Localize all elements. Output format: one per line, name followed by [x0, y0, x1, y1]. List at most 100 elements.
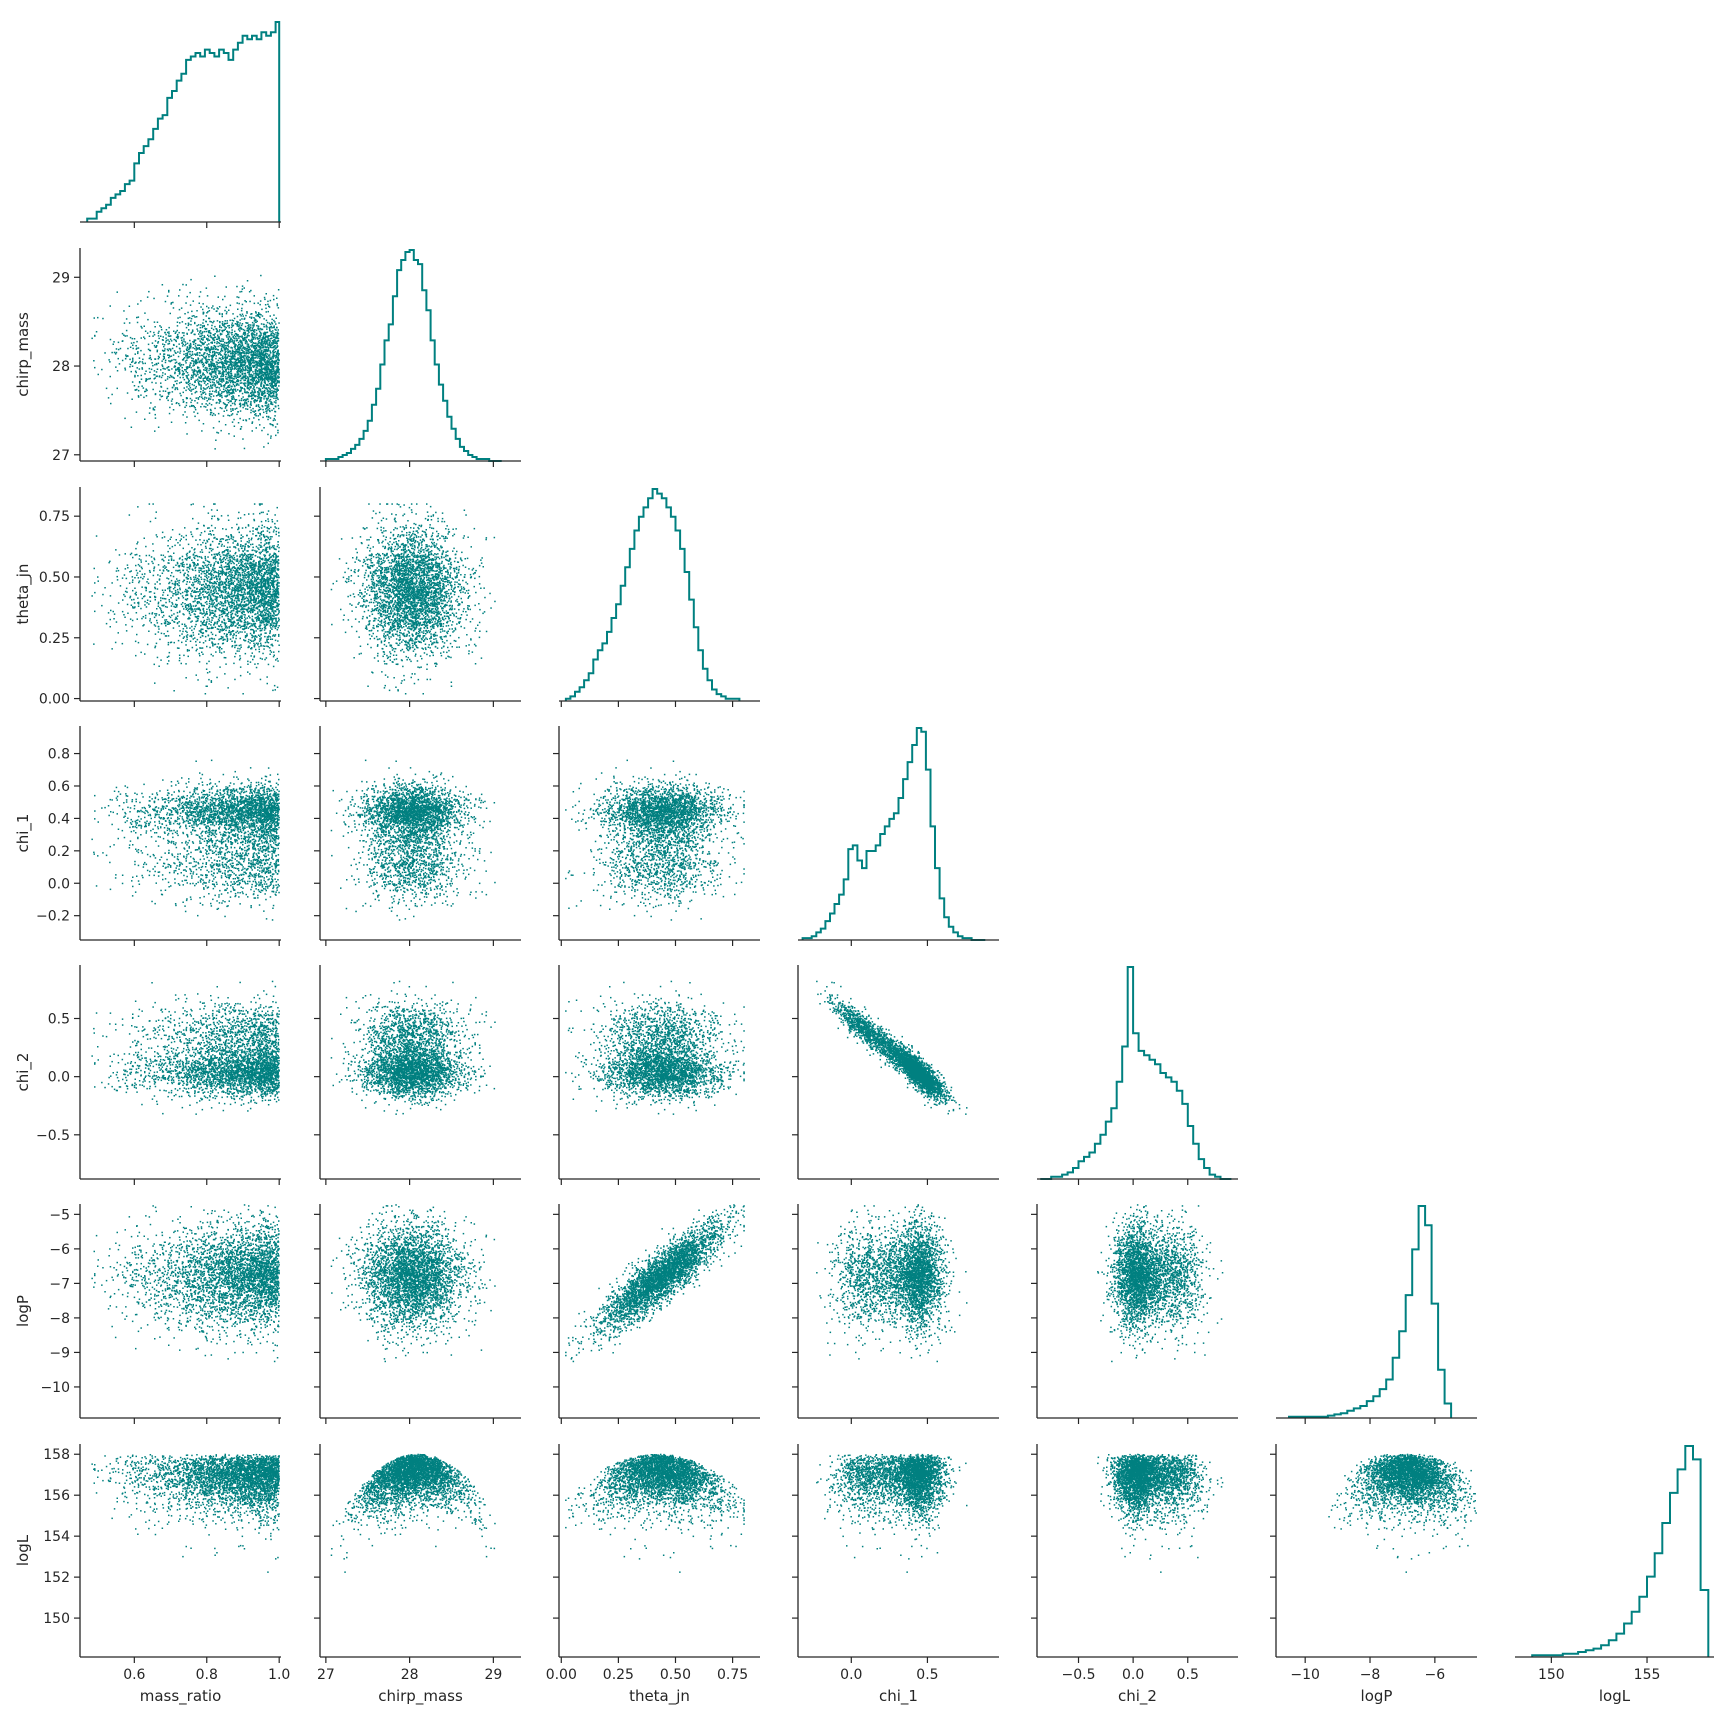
scatter-point — [213, 395, 215, 397]
scatter-point — [207, 372, 209, 374]
scatter-point — [141, 379, 143, 381]
scatter-point — [219, 358, 221, 360]
scatter-point — [244, 392, 246, 394]
scatter-point — [251, 404, 253, 406]
scatter-point — [154, 378, 156, 380]
scatter-point — [260, 333, 262, 335]
scatter-point — [264, 391, 266, 393]
scatter-point — [168, 291, 170, 293]
scatter-point — [190, 398, 192, 400]
scatter-point — [192, 347, 194, 349]
scatter-point — [212, 379, 214, 381]
scatter-point — [179, 289, 181, 291]
scatter-point — [276, 356, 278, 358]
scatter-point — [223, 365, 225, 367]
scatter-point — [198, 333, 200, 335]
scatter-point — [200, 333, 202, 335]
scatter-point — [226, 313, 228, 315]
scatter-point — [206, 370, 208, 372]
scatter-point — [205, 384, 207, 386]
scatter-point — [226, 307, 228, 309]
scatter-point — [265, 405, 267, 407]
scatter-point — [214, 354, 216, 356]
scatter-point — [183, 354, 185, 356]
scatter-point — [243, 346, 245, 348]
scatter-point — [196, 386, 198, 388]
scatter-point — [188, 382, 190, 384]
scatter-point — [235, 401, 237, 403]
scatter-point — [242, 374, 244, 376]
scatter-point — [199, 396, 201, 398]
scatter-point — [190, 367, 192, 369]
scatter-point — [239, 400, 241, 402]
scatter-point — [250, 412, 252, 414]
scatter-point — [192, 341, 194, 343]
scatter-point — [219, 387, 221, 389]
scatter-point — [203, 373, 205, 375]
scatter-point — [270, 379, 272, 381]
scatter-point — [262, 315, 264, 317]
scatter-point — [197, 354, 199, 356]
scatter-point — [259, 351, 261, 353]
scatter-point — [274, 415, 276, 417]
scatter-point — [141, 385, 143, 387]
scatter-point — [211, 404, 213, 406]
scatter-point — [172, 302, 174, 304]
scatter-point — [269, 335, 271, 337]
scatter-point — [245, 382, 247, 384]
scatter-point — [142, 368, 144, 370]
scatter-point — [219, 402, 221, 404]
scatter-point — [250, 401, 252, 403]
scatter-point — [237, 316, 239, 318]
scatter-point — [190, 343, 192, 345]
scatter-point — [209, 310, 211, 312]
scatter-point — [278, 385, 280, 387]
scatter-point — [258, 406, 260, 408]
scatter-point — [226, 410, 228, 412]
scatter-point — [267, 353, 269, 355]
scatter-point — [199, 355, 201, 357]
scatter-point — [174, 372, 176, 374]
scatter-point — [243, 369, 245, 371]
scatter-point — [265, 401, 267, 403]
scatter-point — [195, 387, 197, 389]
scatter-point — [195, 409, 197, 411]
scatter-point — [228, 402, 230, 404]
scatter-point — [228, 361, 230, 363]
scatter-point — [231, 341, 233, 343]
scatter-point — [216, 375, 218, 377]
scatter-point — [267, 407, 269, 409]
scatter-point — [234, 402, 236, 404]
scatter-point — [271, 319, 273, 321]
scatter-point — [266, 328, 268, 330]
scatter-point — [110, 403, 112, 405]
scatter-point — [234, 435, 236, 437]
scatter-point — [224, 296, 226, 298]
scatter-point — [186, 371, 188, 373]
scatter-point — [225, 396, 227, 398]
scatter-point — [145, 378, 147, 380]
scatter-point — [199, 352, 201, 354]
scatter-point — [98, 374, 100, 376]
scatter-point — [273, 347, 275, 349]
scatter-point — [212, 399, 214, 401]
scatter-point — [268, 311, 270, 313]
scatter-point — [254, 336, 256, 338]
scatter-point — [234, 335, 236, 337]
scatter-point — [153, 332, 155, 334]
scatter-point — [220, 430, 222, 432]
scatter-point — [225, 369, 227, 371]
scatter-point — [220, 407, 222, 409]
scatter-point — [157, 322, 159, 324]
scatter-point — [187, 353, 189, 355]
scatter-point — [261, 430, 263, 432]
scatter-point — [232, 421, 234, 423]
scatter-point — [224, 345, 226, 347]
scatter-point — [256, 367, 258, 369]
scatter-point — [237, 389, 239, 391]
scatter-point — [177, 317, 179, 319]
scatter-point — [196, 316, 198, 318]
scatter-point — [254, 331, 256, 333]
scatter-point — [253, 373, 255, 375]
scatter-point — [176, 362, 178, 364]
